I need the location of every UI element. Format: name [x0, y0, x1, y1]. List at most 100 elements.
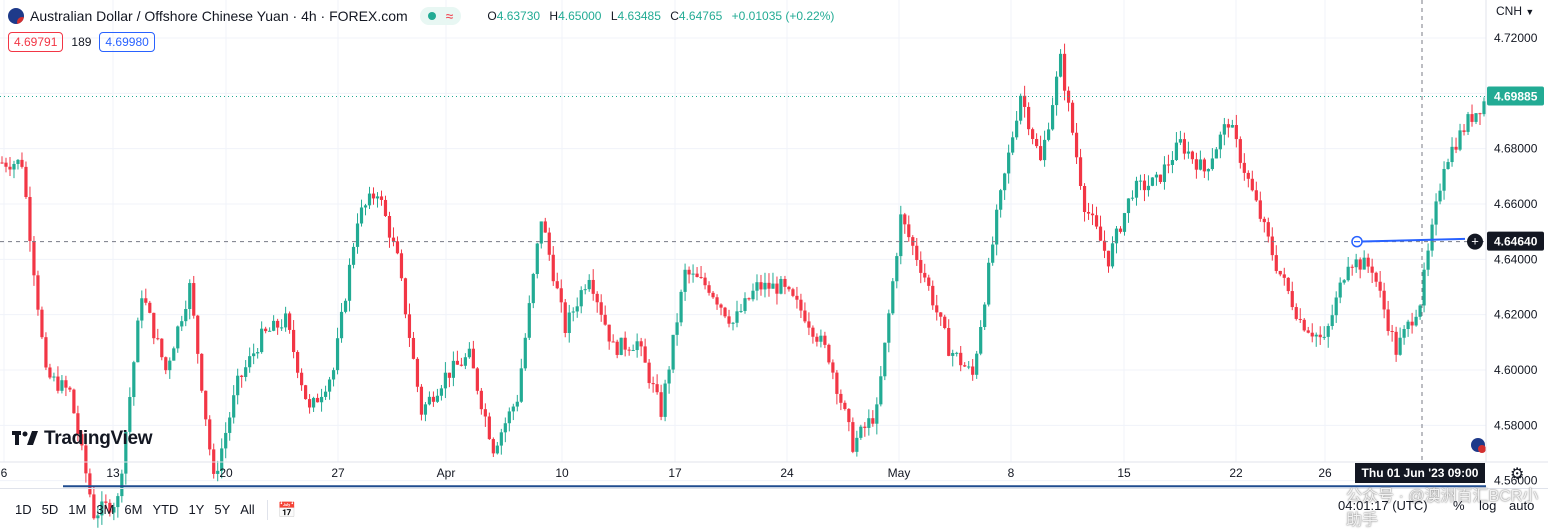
candle-body: [60, 380, 64, 391]
auto-toggle[interactable]: auto: [1509, 498, 1535, 513]
tab-1m[interactable]: 1M: [68, 502, 87, 517]
candle-body: [1206, 169, 1210, 172]
candle-body: [1402, 328, 1406, 338]
candle-body: [931, 285, 935, 306]
candle-body: [144, 298, 148, 303]
symbol-title[interactable]: Australian Dollar / Offshore Chinese Yua…: [30, 8, 408, 24]
candle-body: [455, 360, 459, 365]
candle-body: [1114, 228, 1119, 244]
x-tick-label: 8: [1008, 466, 1015, 480]
status-pill[interactable]: ≈: [419, 7, 462, 25]
candle-body: [1386, 309, 1390, 332]
candle-body: [56, 376, 60, 391]
crosshair-price-badge: [1487, 231, 1544, 251]
x-tick-label: 13: [106, 466, 120, 480]
candle-body: [335, 338, 340, 371]
candle-body: [635, 341, 639, 351]
time-axis[interactable]: 6 13 20 27 Apr 10 17 24 May 8 15 22 26 Thu 01 Jun '23…: [0, 461, 1548, 483]
high-value: 4.65000: [558, 9, 602, 23]
drawn-trendline[interactable]: [1356, 237, 1466, 243]
candle-body: [176, 326, 180, 349]
candle-body: [224, 432, 228, 449]
candle-body: [499, 432, 503, 446]
candle-body: [799, 299, 803, 311]
candle-body: [1378, 281, 1382, 291]
candle-body: [831, 362, 835, 373]
candle-body: [1310, 332, 1314, 337]
candle-body: [108, 502, 112, 513]
candle-body: [1031, 129, 1035, 139]
candle-body: [451, 360, 455, 378]
price-axis[interactable]: 4.720004.700004.680004.660004.640004.620…: [1485, 0, 1544, 529]
x-tick-label: 17: [668, 466, 682, 480]
candle-body: [1126, 198, 1131, 214]
candle-body: [751, 290, 755, 300]
percent-toggle[interactable]: %: [1453, 498, 1465, 513]
candle-body: [779, 278, 783, 294]
low-value: 4.63485: [617, 9, 661, 23]
candle-body: [379, 196, 384, 200]
tab-1y[interactable]: 1Y: [188, 502, 205, 517]
candle-body: [615, 341, 619, 355]
candle-body: [807, 321, 811, 328]
candle-body: [1110, 243, 1115, 267]
tab-all[interactable]: All: [240, 502, 255, 517]
candle-body: [1254, 190, 1258, 201]
tab-5d[interactable]: 5D: [41, 502, 59, 517]
candle-body: [1410, 321, 1414, 326]
candle-body: [8, 166, 12, 170]
candle-body: [703, 277, 707, 286]
candle-body: [323, 391, 328, 397]
tradingview-logo[interactable]: TradingView: [12, 428, 153, 450]
candle-body: [915, 245, 919, 261]
candle-body: [1050, 105, 1055, 130]
ohlc-readout: O4.63730 H4.65000 L4.63485 C4.64765 +0.0…: [487, 9, 835, 23]
candle-body: [268, 330, 272, 332]
tab-5y[interactable]: 5Y: [214, 502, 231, 517]
tab-ytd[interactable]: YTD: [152, 502, 179, 517]
clock[interactable]: 04:01:17 (UTC): [1338, 498, 1428, 513]
calendar-icon[interactable]: 📅: [277, 501, 297, 519]
candle-body: [196, 315, 200, 354]
candle-body: [579, 290, 583, 307]
candle-body: [1170, 160, 1175, 165]
candle-body: [475, 368, 479, 391]
tab-6m[interactable]: 6M: [124, 502, 143, 517]
candle-body: [96, 515, 100, 519]
candle-body: [1434, 201, 1438, 225]
candle-body: [795, 295, 799, 300]
candle-body: [735, 311, 739, 323]
tab-3m[interactable]: 3M: [96, 502, 115, 517]
candle-body: [72, 389, 76, 414]
candle-body: [1294, 307, 1298, 319]
tab-1d[interactable]: 1D: [15, 502, 32, 517]
candle-body: [1318, 334, 1322, 338]
candle-body: [755, 282, 759, 291]
candle-body: [583, 289, 587, 291]
buy-price-button[interactable]: 4.69980: [99, 32, 155, 52]
candle-body: [240, 375, 244, 377]
currency-selector[interactable]: CNH ▼: [1496, 4, 1535, 18]
candle-body: [1482, 101, 1486, 115]
candle-body: [467, 348, 471, 358]
candle-body: [1046, 129, 1051, 140]
candle-body: [1218, 134, 1222, 150]
candle-body: [659, 392, 663, 417]
settings-gear-icon[interactable]: ⚙: [1510, 466, 1525, 483]
candle-body: [651, 383, 655, 385]
candle-body: [1234, 125, 1238, 140]
market-open-icon: [427, 12, 436, 20]
candle-body: [1462, 130, 1466, 132]
sell-price-button[interactable]: 4.69791: [8, 32, 64, 52]
add-alert-icon[interactable]: [1467, 233, 1483, 250]
candle-body: [1438, 190, 1442, 202]
candle-body: [847, 408, 851, 423]
log-toggle[interactable]: log: [1479, 498, 1497, 513]
candle-body: [971, 366, 975, 375]
y-tick-label: 4.62000: [1494, 308, 1538, 322]
candle-body: [1190, 151, 1194, 160]
x-tick-label: 15: [1117, 466, 1131, 480]
candle-body: [1430, 224, 1434, 251]
candle-body: [184, 308, 188, 322]
